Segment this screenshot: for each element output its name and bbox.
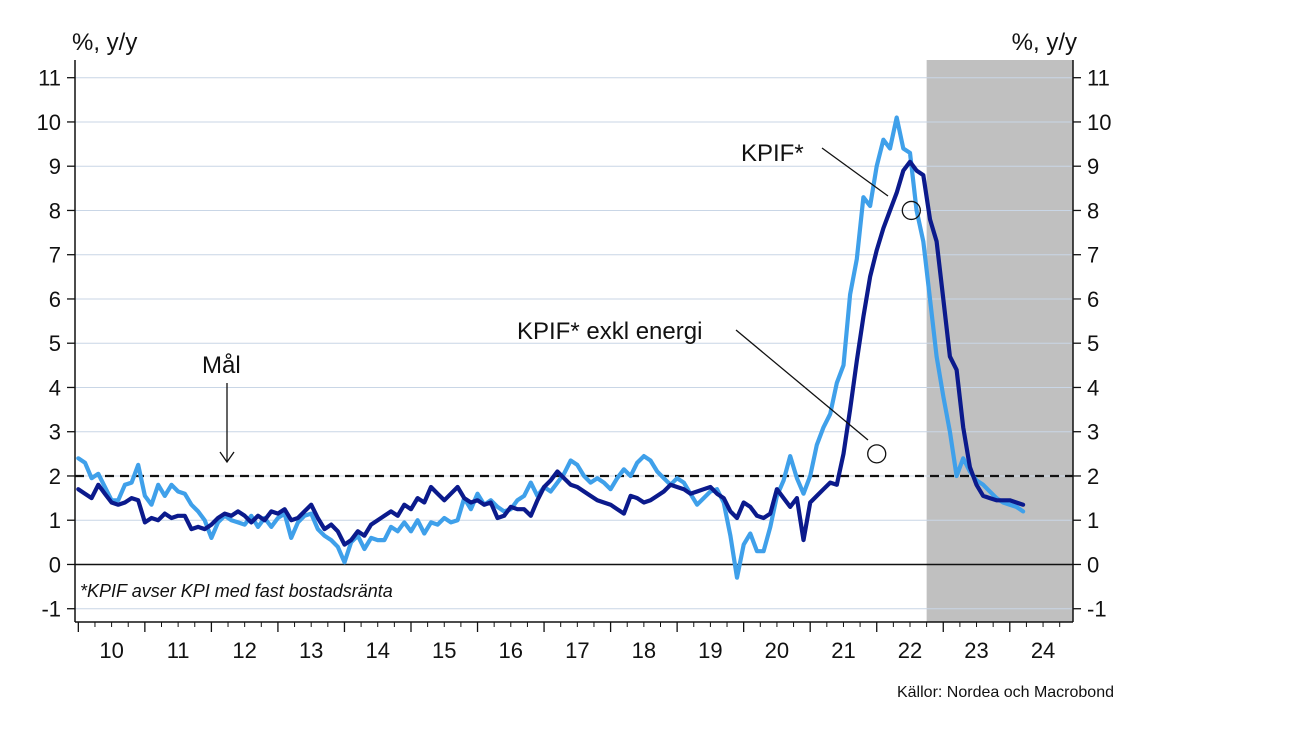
y-tick-label-right: 6 [1087,287,1099,312]
y-tick-label-left: 6 [49,287,61,312]
y-tick-label-right: 7 [1087,243,1099,268]
y-tick-label-right: -1 [1087,597,1107,622]
target-arrow-head [219,451,235,464]
y-axis-right: -1 0 1 2 3 4 5 6 7 8 9 10 11 [1073,66,1111,622]
y-tick-label-left: 10 [37,110,61,135]
x-tick-label: 21 [831,638,855,663]
kpif-exkl-energi-series-line [76,159,1026,547]
x-tick-label: 14 [365,638,389,663]
axes [74,60,1074,623]
y-tick-label-left: 9 [49,154,61,179]
gridlines [75,77,1073,610]
x-tick-label: 24 [1031,638,1055,663]
y-tick-label-left: 5 [49,331,61,356]
y-axis-right-label: %, y/y [1012,29,1077,56]
y-tick-label-right: 1 [1087,508,1099,533]
y-tick-label-left: 0 [49,552,61,577]
y-tick-label-right: 9 [1087,154,1099,179]
x-tick-label: 23 [964,638,988,663]
target-label: Mål [202,352,241,379]
y-tick-label-left: 11 [38,66,61,91]
x-tick-label: 12 [232,638,256,663]
x-tick-label: 13 [299,638,323,663]
y-tick-label-left: 1 [49,508,61,533]
y-tick-label-right: 2 [1087,464,1099,489]
x-tick-label: 18 [632,638,656,663]
y-tick-label-right: 3 [1087,420,1099,445]
kpif-exkl-energi-marker-circle [867,444,887,464]
kpif-exkl-energi-series-label: KPIF* exkl energi [517,318,702,345]
x-tick-label: 19 [698,638,722,663]
x-tick-label: 20 [765,638,789,663]
forecast-shaded-region [926,60,1073,622]
x-tick-label: 16 [499,638,523,663]
y-axis-left-label: %, y/y [72,29,137,56]
y-tick-label-left: 3 [49,420,61,445]
annotation-layer: KPIF* KPIF* exkl energi Mål [202,140,921,464]
y-tick-label-right: 10 [1087,110,1111,135]
y-tick-label-left: 7 [49,243,61,268]
y-tick-label-right: 8 [1087,198,1099,223]
y-axis-left: -1 0 1 2 3 4 5 6 7 8 9 10 11 [37,66,75,622]
y-tick-label-left: 8 [49,198,61,223]
kpif-leader-line [821,147,889,197]
y-tick-label-right: 4 [1087,375,1099,400]
x-axis: 10 11 12 13 14 15 16 17 18 19 20 21 22 23 24 [77,622,1061,663]
y-tick-label-right: 11 [1087,66,1110,91]
kpif-series-label: KPIF* [741,140,804,167]
kpif-series-line [76,115,1026,580]
x-tick-label: 17 [565,638,589,663]
x-tick-label: 11 [167,638,190,663]
footnote: *KPIF avser KPI med fast bostadsränta [80,581,393,601]
y-tick-label-left: 4 [49,375,61,400]
kpif-marker-circle [901,200,921,221]
x-tick-label: 22 [898,638,922,663]
source-note: Källor: Nordea och Macrobond [897,684,1114,701]
series-layer [76,115,1026,580]
y-tick-label-right: 5 [1087,331,1099,356]
kpif-exkl-energi-leader-line [735,329,869,441]
x-tick-label: 15 [432,638,456,663]
x-tick-label: 10 [99,638,123,663]
y-tick-label-right: 0 [1087,552,1099,577]
y-tick-label-left: -1 [41,597,61,622]
plot-background [75,60,1073,622]
y-tick-label-left: 2 [49,464,61,489]
